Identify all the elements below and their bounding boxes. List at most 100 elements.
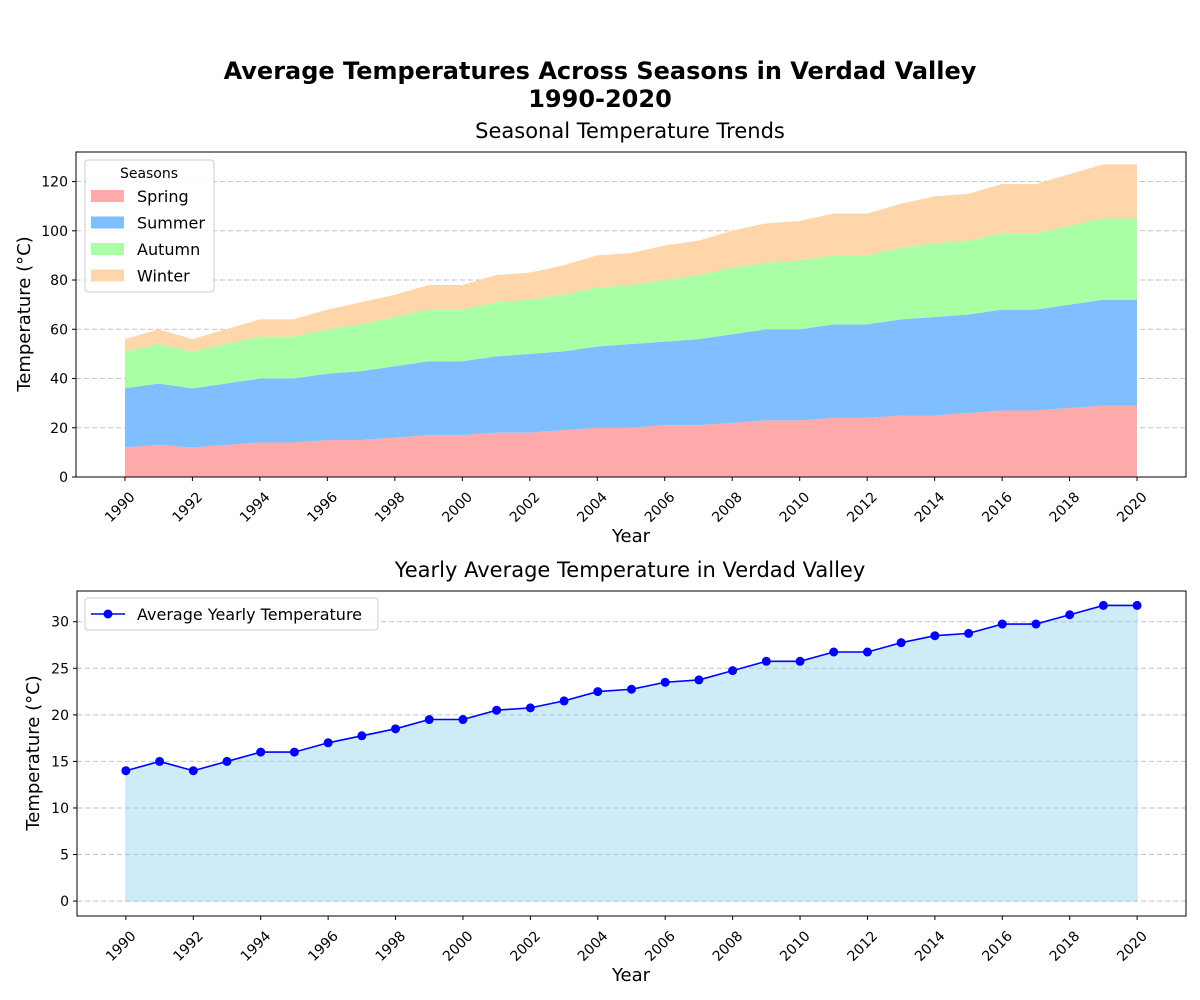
c2-xtick-label-2008: 2008 bbox=[710, 928, 747, 965]
c1-ytick-label-40: 40 bbox=[50, 372, 68, 388]
c1-xtick-label-2020: 2020 bbox=[1114, 489, 1151, 526]
seasonal-stacked-area-chart: Seasonal Temperature Trends 1990 1992 1994… bbox=[14, 119, 1187, 547]
c1-xtick-label-2002: 2002 bbox=[507, 489, 544, 526]
c2-xtick-label-2004: 2004 bbox=[575, 928, 612, 965]
c2-xtick-label-1990: 1990 bbox=[103, 928, 140, 965]
chart2-point-2004 bbox=[593, 687, 603, 697]
chart2-legend-marker bbox=[103, 609, 113, 619]
c2-xtick-label-2002: 2002 bbox=[507, 928, 544, 965]
chart2-points bbox=[121, 600, 1142, 776]
c2-ytick-label-5: 5 bbox=[60, 848, 69, 864]
c1-xtick-label-2016: 2016 bbox=[979, 489, 1016, 526]
figure-title-line2: 1990-2020 bbox=[528, 85, 672, 113]
chart2-point-2009 bbox=[761, 656, 771, 666]
chart2-point-2011 bbox=[829, 647, 839, 657]
c1-ytick-label-120: 120 bbox=[41, 175, 68, 191]
chart1-x-label: Year bbox=[611, 526, 651, 547]
c2-ytick-label-15: 15 bbox=[51, 754, 69, 770]
c1-xtick-label-2010: 2010 bbox=[777, 489, 814, 526]
chart2-plot-frame bbox=[76, 590, 1187, 917]
chart1-area-winter bbox=[124, 164, 1138, 352]
chart2-legend-box bbox=[84, 597, 379, 631]
chart1-y-label: Temperature (°C) bbox=[14, 236, 35, 392]
c2-ytick-label-0: 0 bbox=[60, 894, 69, 910]
c2-xtick-label-2010: 2010 bbox=[777, 928, 814, 965]
c2-xtick-label-2006: 2006 bbox=[642, 928, 679, 965]
c1-xtick-label-2014: 2014 bbox=[912, 489, 949, 526]
chart2-point-1990 bbox=[121, 766, 131, 776]
c1-ytick-label-100: 100 bbox=[41, 224, 68, 240]
chart2-point-2008 bbox=[728, 666, 738, 676]
c1-xtick-label-2008: 2008 bbox=[709, 489, 746, 526]
chart2-point-2018 bbox=[1065, 610, 1075, 620]
c1-xtick-label-2004: 2004 bbox=[574, 489, 611, 526]
chart2-legend: Average Yearly Temperature bbox=[84, 597, 379, 631]
chart2-fill-area bbox=[125, 604, 1138, 902]
c1-xtick-label-2012: 2012 bbox=[844, 489, 881, 526]
c1-ytick-label-20: 20 bbox=[50, 421, 68, 437]
chart2-point-1996 bbox=[323, 738, 333, 748]
chart1-plot-frame bbox=[75, 151, 1187, 478]
c2-xtick-label-2014: 2014 bbox=[912, 928, 949, 965]
c1-xtick-label-1990: 1990 bbox=[102, 489, 139, 526]
chart2-point-1997 bbox=[357, 731, 367, 741]
chart2-point-1998 bbox=[391, 724, 401, 734]
chart2-point-1993 bbox=[222, 756, 232, 766]
c2-ytick-label-20: 20 bbox=[51, 708, 69, 724]
chart2-point-2010 bbox=[795, 656, 805, 666]
chart1-legend-label-spring: Spring bbox=[137, 187, 189, 206]
chart2-point-2005 bbox=[627, 684, 636, 694]
chart2-point-2006 bbox=[660, 677, 670, 687]
chart1-legend-title: Seasons bbox=[120, 166, 178, 182]
chart2-point-1992 bbox=[188, 766, 198, 776]
c1-xtick-label-2018: 2018 bbox=[1047, 489, 1084, 526]
c2-ytick-label-10: 10 bbox=[51, 801, 69, 817]
chart1-legend-swatch-winter bbox=[91, 269, 124, 282]
chart2-x-label: Year bbox=[611, 965, 651, 986]
chart1-legend-label-autumn: Autumn bbox=[137, 240, 200, 259]
c2-xtick-label-1998: 1998 bbox=[373, 928, 410, 965]
figure-title-line1: Average Temperatures Across Seasons in V… bbox=[224, 57, 977, 85]
chart1-legend: Seasons Spring Summer Autumn Winter bbox=[84, 159, 215, 293]
chart2-point-2003 bbox=[559, 696, 569, 706]
chart1-areas bbox=[124, 164, 1138, 477]
chart2-point-2013 bbox=[896, 638, 906, 648]
c1-xtick-label-1994: 1994 bbox=[237, 489, 274, 526]
yearly-average-line-chart: Yearly Average Temperature in Verdad Val… bbox=[23, 558, 1187, 986]
chart2-point-2012 bbox=[862, 647, 872, 657]
chart2-y-ticks: 0 5 10 15 20 25 30 bbox=[51, 615, 77, 910]
chart2-point-2014 bbox=[930, 631, 940, 641]
c1-ytick-label-0: 0 bbox=[59, 470, 68, 486]
chart1-legend-label-winter: Winter bbox=[137, 267, 190, 286]
chart2-point-2000 bbox=[458, 715, 468, 725]
chart2-point-1994 bbox=[256, 747, 266, 757]
chart2-point-2002 bbox=[525, 703, 535, 713]
c2-xtick-label-2016: 2016 bbox=[979, 928, 1016, 965]
chart2-point-2020 bbox=[1132, 600, 1142, 610]
c1-ytick-label-80: 80 bbox=[50, 273, 68, 289]
c2-xtick-label-1996: 1996 bbox=[305, 928, 342, 965]
c2-xtick-label-2000: 2000 bbox=[440, 928, 477, 965]
c2-xtick-label-2020: 2020 bbox=[1114, 928, 1151, 965]
chart2-point-1991 bbox=[155, 756, 165, 766]
chart2-legend-label: Average Yearly Temperature bbox=[137, 605, 362, 624]
chart1-legend-swatch-autumn bbox=[91, 243, 124, 255]
c2-xtick-label-1992: 1992 bbox=[170, 928, 207, 965]
chart2-point-2001 bbox=[492, 705, 502, 715]
chart2-title: Yearly Average Temperature in Verdad Val… bbox=[394, 558, 866, 582]
c2-ytick-label-30: 30 bbox=[51, 615, 69, 631]
chart1-legend-swatch-summer bbox=[91, 216, 124, 229]
chart2-point-2007 bbox=[694, 675, 704, 685]
c1-xtick-label-2000: 2000 bbox=[439, 489, 476, 526]
c2-xtick-label-2018: 2018 bbox=[1047, 928, 1084, 965]
c2-xtick-label-2012: 2012 bbox=[845, 928, 882, 965]
chart1-area-summer bbox=[124, 299, 1138, 448]
chart2-point-1995 bbox=[289, 747, 299, 757]
c1-xtick-label-2006: 2006 bbox=[642, 489, 679, 526]
chart1-area-autumn bbox=[124, 218, 1138, 389]
c1-xtick-label-1998: 1998 bbox=[372, 489, 409, 526]
c1-xtick-label-1992: 1992 bbox=[169, 489, 206, 526]
chart2-point-1999 bbox=[424, 715, 434, 725]
chart1-legend-label-summer: Summer bbox=[137, 214, 205, 233]
